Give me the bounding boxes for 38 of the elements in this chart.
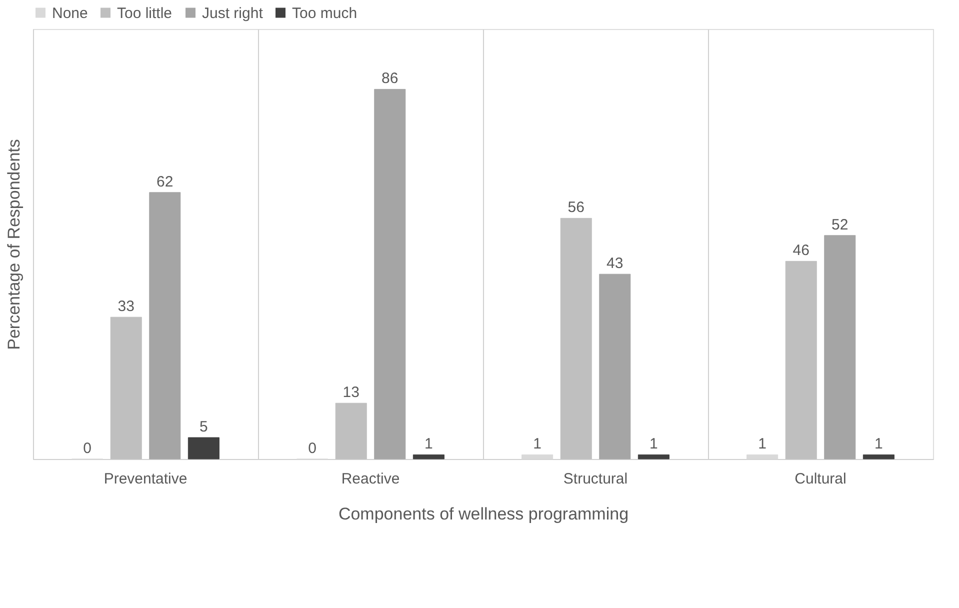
data-label: 1 xyxy=(758,436,766,453)
x-tick-label: Reactive xyxy=(341,470,400,488)
data-label: 0 xyxy=(308,440,316,457)
bar xyxy=(785,260,817,460)
data-label: 1 xyxy=(650,436,658,453)
data-label: 1 xyxy=(533,436,542,453)
legend-label: Just right xyxy=(202,4,264,22)
x-tick-label: Structural xyxy=(563,470,628,488)
y-axis-title: Percentage of Respondents xyxy=(4,139,24,350)
data-label: 62 xyxy=(156,173,174,190)
x-tick-label: Preventative xyxy=(104,470,188,488)
data-label: 56 xyxy=(568,199,584,216)
bar xyxy=(412,454,444,460)
bar xyxy=(374,88,406,460)
data-label: 43 xyxy=(606,255,624,272)
data-label: 52 xyxy=(832,216,848,234)
bar xyxy=(599,274,631,460)
x-tick-label: Cultural xyxy=(794,470,846,488)
bar xyxy=(862,454,894,460)
data-label: 33 xyxy=(118,298,134,316)
data-label: 13 xyxy=(342,384,360,402)
data-label: 0 xyxy=(83,440,92,457)
data-label: 86 xyxy=(382,70,398,88)
bar xyxy=(638,454,670,460)
x-axis-title: Components of wellness programming xyxy=(338,504,629,524)
bar xyxy=(149,192,181,460)
bar xyxy=(560,218,592,460)
bar xyxy=(110,316,142,460)
legend-label: None xyxy=(52,4,88,22)
data-label: 1 xyxy=(424,436,433,453)
legend-label: Too much xyxy=(292,4,358,22)
bar xyxy=(824,235,856,460)
data-label: 1 xyxy=(874,436,883,453)
legend-label: Too little xyxy=(117,4,172,22)
bar xyxy=(188,437,220,460)
data-label: 46 xyxy=(792,242,810,260)
data-label: 5 xyxy=(200,418,208,436)
bar xyxy=(335,402,367,460)
